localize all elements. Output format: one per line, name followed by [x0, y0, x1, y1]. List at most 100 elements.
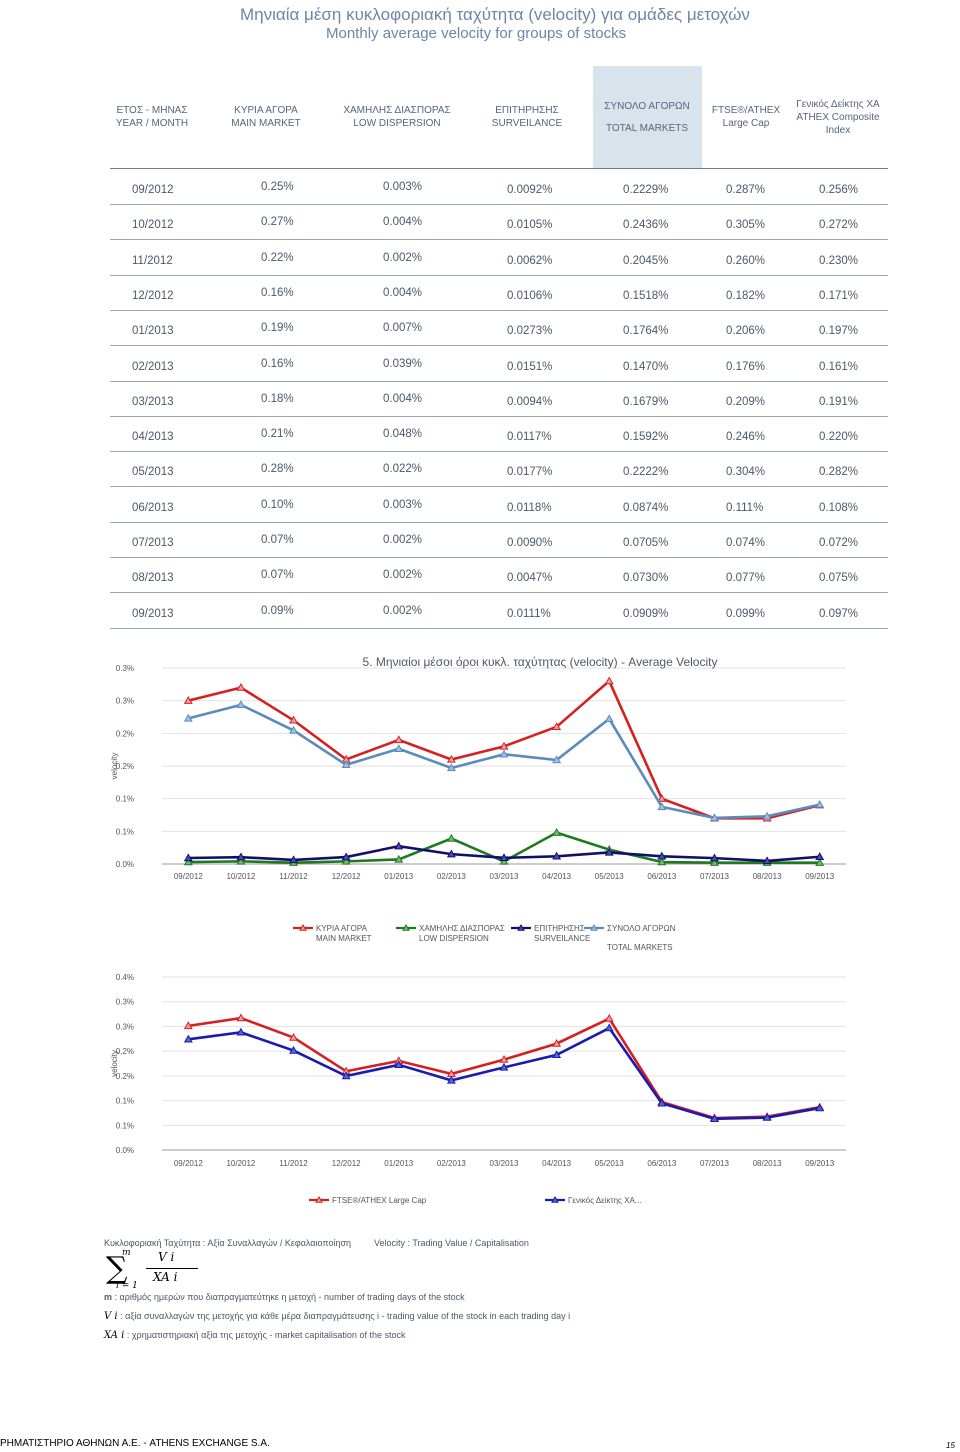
- y-tick-label: 0.1%: [116, 1121, 134, 1130]
- column-header-line2: LOW DISPERSION: [353, 118, 441, 129]
- data-point: [289, 855, 298, 864]
- table-cell: 0.002%: [383, 534, 423, 546]
- legend-label: SURVEILANCE: [534, 934, 590, 943]
- fraction-bar: [146, 1268, 198, 1269]
- column-header-3: ΕΠΙΤΗΡΗΣΗΣ SURVEILANCE: [467, 66, 587, 168]
- table-cell: 0.072%: [819, 537, 859, 549]
- table-row: 05/2013 0.28% 0.022% 0.0177% 0.2222% 0.304% 0.…: [110, 452, 888, 488]
- column-header-2: ΧΑΜΗΛΗΣ ΔΙΑΣΠΟΡΑΣ LOW DISPERSION: [337, 66, 457, 168]
- x-tick-label: 08/2013: [753, 872, 782, 881]
- row-divider: [110, 415, 888, 417]
- table-cell: 0.1764%: [623, 325, 669, 338]
- x-tick-label: 07/2013: [700, 1159, 729, 1168]
- sum-upper-limit: m: [122, 1248, 131, 1258]
- row-month: 04/2013: [132, 431, 174, 444]
- x-tick-label: 11/2012: [279, 872, 308, 881]
- table-cell: 0.272%: [819, 219, 859, 232]
- column-header-line1: ΧΑΜΗΛΗΣ ΔΙΑΣΠΟΡΑΣ: [343, 105, 451, 116]
- y-tick-label: 0.2%: [116, 762, 134, 771]
- x-tick-label: 01/2013: [384, 1159, 413, 1168]
- x-tick-label: 02/2013: [437, 872, 466, 881]
- data-point: [604, 847, 614, 856]
- data-point: [341, 1071, 351, 1080]
- y-tick-label: 0.2%: [116, 1072, 134, 1081]
- column-header-line1: Γενικός Δείκτης ΧΑ: [796, 98, 880, 110]
- table-cell: 0.074%: [726, 537, 766, 549]
- table-cell: 0.0151%: [507, 360, 553, 373]
- table-cell: 0.260%: [726, 254, 766, 267]
- data-point: [499, 749, 509, 758]
- table-cell: 0.077%: [726, 572, 766, 585]
- table-cell: 0.161%: [819, 360, 859, 373]
- row-divider: [110, 627, 888, 629]
- velocity-definition-en: Velocity : Trading Value / Capitalisatio…: [374, 1238, 529, 1248]
- table-cell: 0.22%: [261, 251, 294, 264]
- data-point: [657, 794, 667, 802]
- table-cell: 0.2045%: [623, 254, 669, 267]
- data-point: [236, 682, 246, 691]
- table-cell: 0.0092%: [507, 184, 553, 196]
- table-row: 10/2012 0.27% 0.004% 0.0105% 0.2436% 0.305% 0.…: [110, 205, 888, 241]
- column-header-6: Γενικός Δείκτης ΧΑ ATHEX Composite Index: [778, 66, 898, 168]
- x-tick-label: 09/2012: [174, 872, 203, 881]
- legend-label: Γενικός Δείκτης ΧΑ...: [568, 1196, 641, 1205]
- legend-marker: [551, 1195, 559, 1203]
- v-definition: V i : αξία συναλλαγών της μετοχής για κά…: [104, 1311, 570, 1322]
- x-tick-label: 09/2012: [174, 1159, 203, 1168]
- table-cell: 0.0117%: [507, 431, 552, 444]
- table-cell: 0.0111%: [507, 607, 551, 620]
- data-point: [236, 852, 246, 861]
- table-row: 07/2013 0.07% 0.002% 0.0090% 0.0705% 0.074% 0.…: [110, 523, 888, 558]
- page-title-greek: Μηνιαία μέση κυκλοφοριακή ταχύτητα (velo…: [240, 5, 750, 24]
- x-tick-label: 06/2013: [647, 1159, 676, 1168]
- table-cell: 0.206%: [726, 325, 766, 338]
- definition-greek: Κυκλοφοριακή Ταχύτητα : Αξία Συναλλαγών …: [104, 1238, 352, 1248]
- table-cell: 0.004%: [383, 392, 423, 405]
- data-point: [499, 741, 509, 750]
- table-cell: 0.287%: [726, 184, 766, 196]
- data-point: [815, 852, 825, 860]
- table-cell: 0.19%: [261, 322, 294, 335]
- table-cell: 0.0118%: [507, 501, 552, 514]
- data-point: [552, 1038, 562, 1047]
- row-month: 03/2013: [132, 395, 174, 408]
- y-tick-label: 0.1%: [116, 795, 134, 804]
- table-cell: 0.039%: [383, 357, 423, 370]
- row-month: 10/2012: [132, 219, 174, 232]
- data-point: [394, 735, 404, 744]
- formula-denominator: XA i: [153, 1270, 178, 1284]
- xa-definition: XA i : χρηματιστηριακή αξία της μετοχής …: [104, 1330, 405, 1341]
- table-cell: 0.10%: [261, 498, 294, 511]
- data-point: [183, 1021, 193, 1030]
- table-cell: 0.16%: [261, 286, 294, 299]
- data-point: [394, 854, 404, 863]
- xa-symbol: XA i: [104, 1330, 125, 1341]
- series-line: [187, 703, 820, 820]
- table-cell: 0.1470%: [623, 360, 669, 373]
- x-tick-label: 12/2012: [332, 872, 361, 881]
- table-cell: 0.0090%: [507, 537, 553, 549]
- table-cell: 0.111%: [726, 501, 764, 514]
- column-header-line1: ΚΥΡΙΑ ΑΓΟΡΑ: [234, 105, 298, 116]
- table-cell: 0.0106%: [507, 289, 553, 302]
- column-header-1: ΚΥΡΙΑ ΑΓΟΡΑ MAIN MARKET: [206, 66, 326, 168]
- data-point: [499, 1062, 509, 1071]
- x-tick-label: 06/2013: [647, 872, 676, 881]
- data-point: [762, 1112, 772, 1121]
- page-title-english: Monthly average velocity for groups of s…: [326, 25, 627, 42]
- table-cell: 0.002%: [383, 604, 423, 617]
- table-cell: 0.304%: [726, 466, 766, 479]
- table-cell: 0.2229%: [623, 184, 669, 196]
- footer-company: ΡΗΜΑΤΙΣΤΗΡΙΟ ΑΘΗΝΩΝ Α.Ε. - ATHENS EXCHAN…: [0, 1438, 270, 1449]
- legend-label: ΧΑΜΗΛΗΣ ΔΙΑΣΠΟΡΑΣ: [419, 924, 505, 933]
- table-cell: 0.0705%: [623, 537, 669, 549]
- velocity-formula: ∑ m i = 1 V i XA i: [104, 1248, 204, 1293]
- table-row: 06/2013 0.10% 0.003% 0.0118% 0.0874% 0.111% 0.…: [110, 488, 888, 523]
- data-point: [657, 1098, 667, 1107]
- data-point: [289, 725, 298, 734]
- column-header-line2: Large Cap: [722, 118, 770, 129]
- table-cell: 0.0730%: [623, 572, 669, 585]
- data-point: [552, 755, 562, 764]
- data-point: [710, 813, 719, 822]
- y-tick-label: 0.0%: [116, 1146, 134, 1155]
